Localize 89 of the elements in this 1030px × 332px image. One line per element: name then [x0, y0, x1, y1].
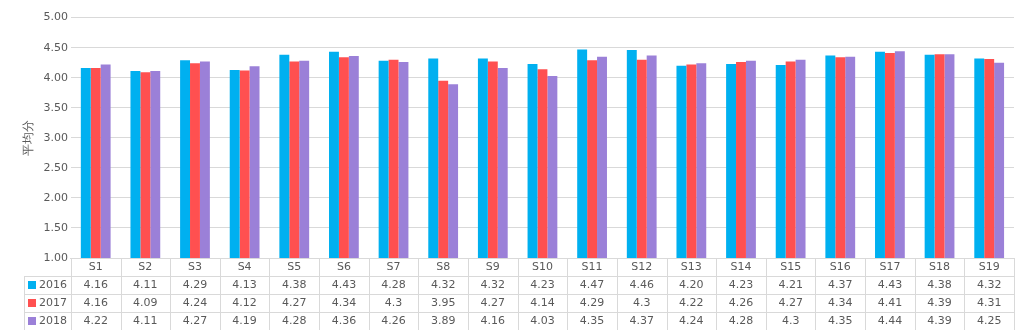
y-tick-label: 3.50	[43, 100, 68, 114]
data-label: 4.46	[629, 277, 654, 291]
data-label: 4.22	[83, 313, 108, 327]
data-label: 4.13	[232, 277, 257, 291]
data-label: 4.22	[679, 295, 704, 309]
x-tick-label: S13	[680, 259, 702, 273]
data-label: 4.34	[331, 295, 357, 309]
data-label: 4.23	[728, 277, 754, 291]
data-label: 4.43	[877, 277, 903, 291]
data-label: 4.11	[133, 313, 158, 327]
legend-label: 2017	[39, 295, 67, 309]
data-label: 4.31	[976, 295, 1002, 309]
data-label: 4.03	[530, 313, 555, 327]
data-label: 4.24	[182, 295, 208, 309]
y-axis-title: 平均分	[21, 119, 36, 156]
data-label: 4.27	[778, 295, 803, 309]
data-label: 4.27	[282, 295, 307, 309]
data-label: 4.26	[381, 313, 406, 327]
legend-label: 2016	[39, 277, 67, 291]
data-label: 4.37	[828, 277, 853, 291]
data-label: 4.43	[331, 277, 357, 291]
data-label: 4.28	[282, 313, 307, 327]
data-label: 4.28	[728, 313, 754, 327]
data-label: 4.19	[232, 313, 257, 327]
x-tick-label: S18	[929, 259, 951, 273]
data-label: 4.39	[927, 295, 952, 309]
x-tick-label: S8	[436, 259, 451, 273]
data-label: 3.95	[430, 295, 456, 309]
x-tick-label: S4	[237, 259, 252, 273]
x-tick-label: S17	[879, 259, 901, 273]
x-tick-label: S16	[829, 259, 851, 273]
legend-label: 2018	[39, 313, 67, 327]
x-tick-label: S1	[88, 259, 103, 273]
data-label: 4.25	[976, 313, 1002, 327]
y-tick-label: 5.00	[43, 10, 68, 24]
x-tick-label: S5	[287, 259, 302, 273]
x-tick-label: S12	[631, 259, 653, 273]
data-label: 4.26	[728, 295, 754, 309]
data-label: 4.24	[679, 313, 704, 327]
x-tick-label: S11	[581, 259, 603, 273]
data-label: 4.21	[778, 277, 803, 291]
y-tick-label: 4.50	[43, 40, 68, 54]
data-label: 4.16	[480, 313, 506, 327]
data-label: 4.29	[579, 295, 605, 309]
data-label: 4.3	[632, 295, 651, 309]
x-tick-label: S6	[336, 259, 351, 273]
data-label: 4.37	[629, 313, 654, 327]
data-label: 4.36	[331, 313, 357, 327]
x-tick-label: S14	[730, 259, 752, 273]
data-label: 4.23	[530, 277, 555, 291]
data-label: 4.28	[381, 277, 406, 291]
data-label: 4.11	[133, 277, 158, 291]
data-label: 4.32	[430, 277, 456, 291]
x-tick-label: S9	[485, 259, 500, 273]
data-label: 4.09	[133, 295, 158, 309]
data-label: 4.38	[282, 277, 307, 291]
x-tick-label: S19	[978, 259, 1000, 273]
data-label: 4.32	[976, 277, 1002, 291]
data-label: 4.47	[579, 277, 605, 291]
y-tick-label: 1.50	[43, 220, 68, 234]
data-label: 4.3	[781, 313, 800, 327]
data-label: 4.35	[828, 313, 853, 327]
data-label: 4.29	[182, 277, 208, 291]
data-label: 4.35	[579, 313, 605, 327]
data-label: 4.34	[828, 295, 853, 309]
data-label: 4.41	[877, 295, 903, 309]
data-label: 4.12	[232, 295, 257, 309]
data-label: 3.89	[430, 313, 456, 327]
y-tick-label: 4.00	[43, 70, 68, 84]
data-label: 4.32	[480, 277, 506, 291]
y-tick-label: 1.00	[43, 250, 68, 264]
data-label: 4.27	[480, 295, 506, 309]
data-label: 4.27	[182, 313, 208, 327]
y-tick-label: 2.50	[43, 160, 68, 174]
y-tick-label: 3.00	[43, 130, 68, 144]
x-tick-label: S15	[780, 259, 802, 273]
data-label: 4.38	[927, 277, 952, 291]
data-label: 4.16	[83, 277, 108, 291]
data-label: 4.44	[877, 313, 903, 327]
data-label: 4.14	[530, 295, 555, 309]
x-tick-label: S10	[531, 259, 553, 273]
x-tick-label: S7	[386, 259, 401, 273]
x-tick-label: S3	[187, 259, 202, 273]
data-label: 4.3	[384, 295, 403, 309]
y-tick-label: 2.00	[43, 190, 68, 204]
data-label: 4.16	[83, 295, 108, 309]
x-tick-label: S2	[138, 259, 153, 273]
data-label: 4.20	[679, 277, 704, 291]
data-label: 4.39	[927, 313, 952, 327]
